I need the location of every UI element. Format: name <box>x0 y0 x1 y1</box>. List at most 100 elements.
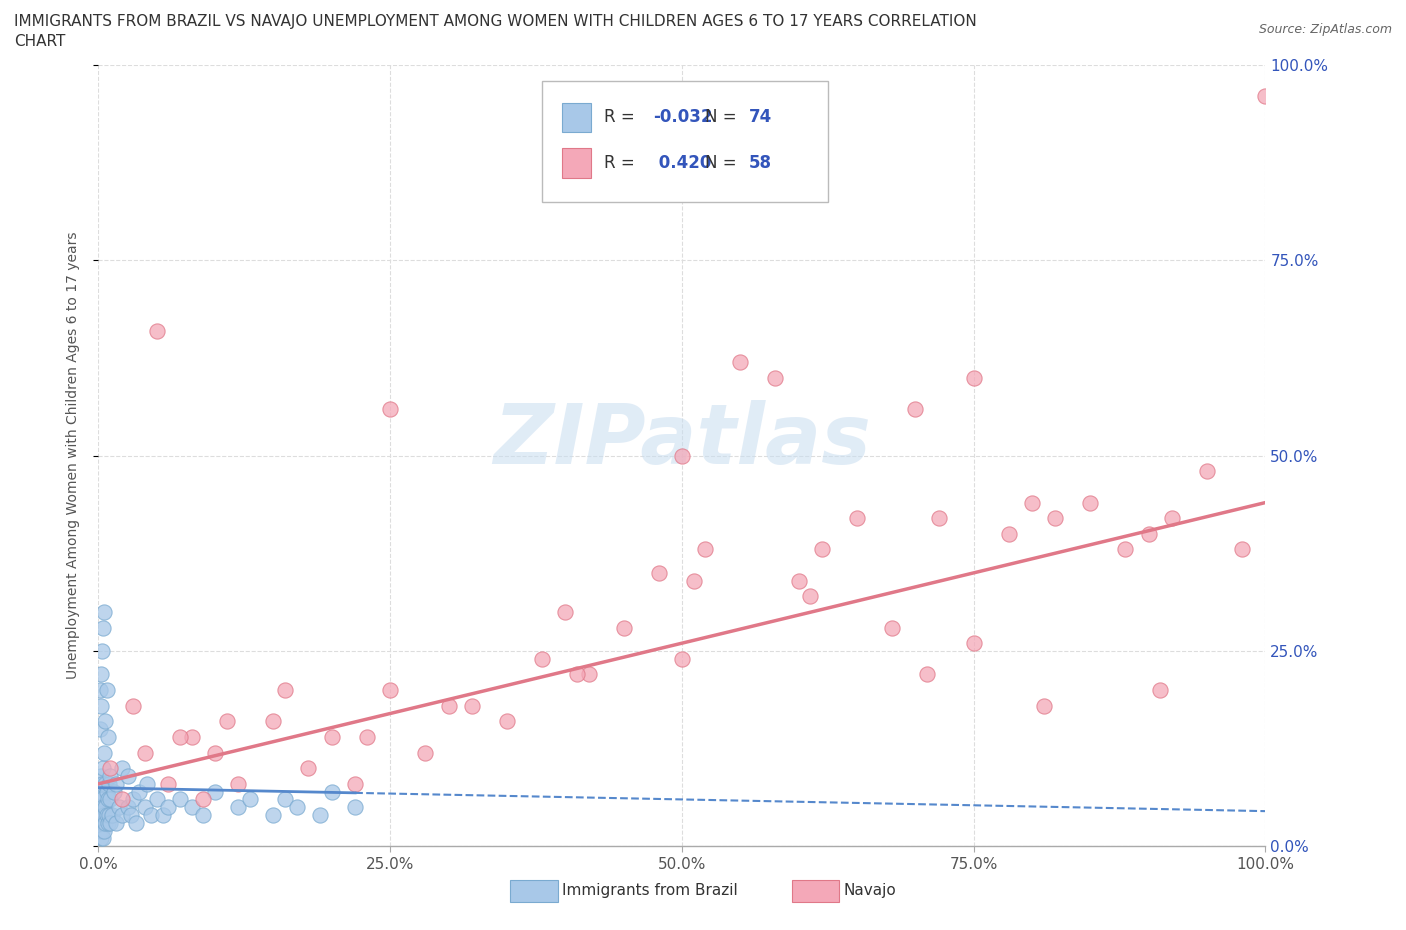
Point <box>117 800 139 815</box>
Point <box>91 620 114 635</box>
Point <box>997 526 1019 541</box>
Text: Source: ZipAtlas.com: Source: ZipAtlas.com <box>1258 23 1392 36</box>
Point <box>108 800 131 815</box>
Y-axis label: Unemployment Among Women with Children Ages 6 to 17 years: Unemployment Among Women with Children A… <box>66 232 80 680</box>
Point <box>98 768 121 783</box>
Point <box>1161 511 1184 525</box>
Point <box>285 800 308 815</box>
Point <box>91 831 114 846</box>
Point <box>321 729 343 744</box>
Point <box>904 402 927 417</box>
Point <box>671 448 693 463</box>
Point <box>146 792 169 807</box>
Point <box>496 714 519 729</box>
Point <box>93 823 115 838</box>
Point <box>880 620 903 635</box>
Point <box>125 816 148 830</box>
Point <box>90 807 112 822</box>
Point <box>228 800 250 815</box>
Point <box>169 729 191 744</box>
Point <box>91 800 114 815</box>
Point <box>1080 495 1102 510</box>
Point <box>90 777 112 791</box>
Point <box>139 807 162 822</box>
Point <box>89 807 111 822</box>
Point <box>122 698 145 713</box>
Point <box>89 777 111 791</box>
Point <box>97 816 120 830</box>
Point <box>1021 495 1043 510</box>
Point <box>89 823 111 838</box>
Point <box>101 807 124 822</box>
Point <box>103 784 125 799</box>
Point <box>1032 698 1054 713</box>
Point <box>97 792 120 807</box>
Point <box>122 792 145 807</box>
Point <box>111 761 134 776</box>
Point <box>928 511 950 525</box>
Point <box>134 745 156 760</box>
Text: R =: R = <box>603 109 640 126</box>
Point <box>90 800 112 815</box>
Point <box>262 714 284 729</box>
Point <box>1230 542 1253 557</box>
Point <box>1195 464 1218 479</box>
Point <box>90 667 112 682</box>
Point <box>1254 89 1277 104</box>
Point <box>90 816 112 830</box>
Point <box>89 683 111 698</box>
Point <box>96 807 118 822</box>
Text: 58: 58 <box>748 153 772 172</box>
Point <box>647 565 669 580</box>
Point <box>128 784 150 799</box>
Point <box>413 745 436 760</box>
Point <box>239 792 262 807</box>
Point <box>136 777 159 791</box>
Point <box>799 589 821 604</box>
Point <box>94 777 117 791</box>
Text: -0.032: -0.032 <box>652 109 713 126</box>
Point <box>104 777 127 791</box>
Point <box>461 698 484 713</box>
Point <box>91 761 114 776</box>
Point <box>93 604 115 619</box>
Point <box>90 831 112 846</box>
Text: 74: 74 <box>748 109 772 126</box>
Point <box>90 698 112 713</box>
Text: N =: N = <box>706 109 742 126</box>
Point <box>204 745 226 760</box>
Point <box>321 784 343 799</box>
Point <box>554 604 576 619</box>
Point <box>811 542 834 557</box>
Point <box>344 777 367 791</box>
Point <box>274 792 297 807</box>
Point <box>90 768 112 783</box>
Point <box>146 324 169 339</box>
Point <box>730 354 752 369</box>
Point <box>578 667 600 682</box>
Point <box>111 792 134 807</box>
Point <box>104 816 127 830</box>
Point <box>169 792 191 807</box>
Point <box>1114 542 1136 557</box>
Point <box>1137 526 1160 541</box>
Point <box>380 402 402 417</box>
Bar <box>562 148 591 178</box>
Point <box>98 761 121 776</box>
Point <box>204 784 226 799</box>
Text: CHART: CHART <box>14 34 66 49</box>
Point <box>787 573 810 588</box>
Point <box>89 792 111 807</box>
Point <box>97 777 120 791</box>
Text: N =: N = <box>706 153 742 172</box>
Point <box>671 651 693 666</box>
Point <box>274 683 297 698</box>
Point <box>111 807 134 822</box>
Point <box>96 784 118 799</box>
Point <box>97 807 120 822</box>
Point <box>180 800 202 815</box>
Point <box>344 800 367 815</box>
Point <box>90 644 112 658</box>
Point <box>565 667 588 682</box>
Point <box>91 816 114 830</box>
